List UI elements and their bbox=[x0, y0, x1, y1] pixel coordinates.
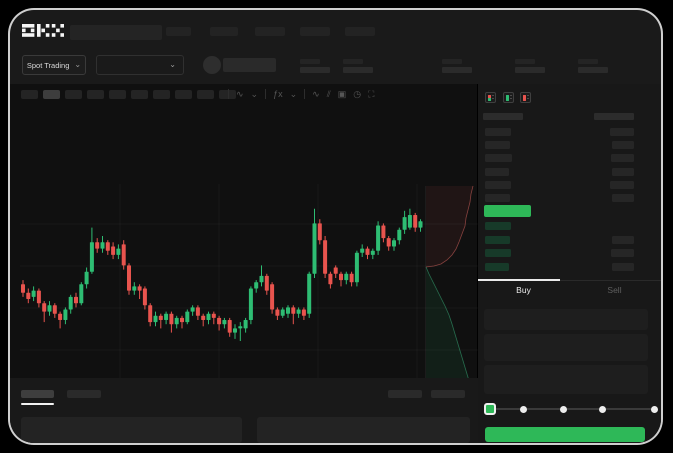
ask-row-amount[interactable] bbox=[612, 141, 634, 150]
order-history-placeholder bbox=[257, 417, 470, 443]
bid-row-amount[interactable] bbox=[612, 263, 634, 272]
ask-row-amount[interactable] bbox=[611, 154, 634, 163]
tab-sell[interactable]: Sell bbox=[607, 285, 622, 295]
timeframe-pill-8[interactable] bbox=[175, 90, 192, 99]
timeframe-pill-5[interactable] bbox=[109, 90, 126, 99]
ticker-stat bbox=[300, 59, 330, 73]
bottom-action-1[interactable] bbox=[388, 390, 422, 398]
orderbook-mode-all-icon[interactable] bbox=[485, 92, 496, 103]
coin-avatar[interactable] bbox=[203, 56, 221, 74]
amount-input[interactable] bbox=[484, 334, 648, 361]
ask-row-amount[interactable] bbox=[612, 167, 634, 176]
chart-region: ∿ ⌄ ƒx ⌄ ∿ ⫽ ▣ ◷ ⛶ bbox=[10, 84, 478, 439]
timeframe-pill-10[interactable] bbox=[219, 90, 236, 99]
chevron-down-icon[interactable]: ⌄ bbox=[289, 88, 298, 99]
bid-row-price[interactable] bbox=[485, 249, 511, 258]
order-book-panel: Buy Sell bbox=[478, 84, 661, 443]
open-orders-placeholder bbox=[21, 417, 242, 443]
timeframe-pill-3[interactable] bbox=[65, 90, 82, 99]
bid-row-amount[interactable] bbox=[611, 249, 634, 258]
orderbook-mode-asks-icon[interactable] bbox=[520, 92, 531, 103]
pair-name-placeholder bbox=[223, 58, 276, 72]
bid-row-price[interactable] bbox=[485, 222, 511, 230]
ask-row-amount[interactable] bbox=[610, 180, 634, 189]
device-frame: Spot Trading ⌄ ⌄ ∿ ⌄ ƒx ⌄ ∿ ⫽ ▣ ◷ ⛶ Buy bbox=[8, 8, 663, 445]
tab-buy[interactable]: Buy bbox=[516, 285, 531, 295]
ask-row-amount[interactable] bbox=[612, 194, 634, 202]
ask-row-amount[interactable] bbox=[610, 128, 634, 136]
ask-row-price[interactable] bbox=[485, 141, 510, 150]
total-input[interactable] bbox=[484, 365, 648, 394]
toolbar-separator bbox=[304, 89, 306, 99]
orderbook-mode-bids-icon[interactable] bbox=[503, 92, 514, 103]
fx-indicator-icon[interactable]: ƒx bbox=[273, 88, 283, 99]
ticker-stat bbox=[343, 59, 373, 73]
slider-stop-dot[interactable] bbox=[650, 406, 658, 413]
nav-item-5[interactable] bbox=[345, 27, 375, 36]
pair-selector-dropdown[interactable]: ⌄ bbox=[96, 55, 184, 75]
camera-icon[interactable]: ▣ bbox=[337, 88, 347, 99]
market-type-label: Spot Trading bbox=[26, 60, 70, 70]
amount-slider-track[interactable] bbox=[489, 408, 654, 410]
bid-row-amount[interactable] bbox=[612, 235, 634, 244]
ask-row-price[interactable] bbox=[485, 128, 511, 136]
bid-row-price[interactable] bbox=[485, 263, 509, 272]
ticker-stat bbox=[515, 59, 545, 73]
bottom-tab-1[interactable] bbox=[21, 390, 54, 398]
timeframe-pill-4[interactable] bbox=[87, 90, 104, 99]
buy-tab-indicator bbox=[478, 279, 560, 281]
orderbook-amount-header bbox=[594, 113, 634, 120]
ask-row-price[interactable] bbox=[485, 180, 511, 189]
bid-row-price[interactable] bbox=[485, 235, 510, 244]
timeframe-pill-6[interactable] bbox=[131, 90, 148, 99]
toolbar-separator bbox=[265, 89, 267, 99]
toolbar-separator bbox=[228, 89, 229, 99]
header-search-placeholder[interactable] bbox=[70, 25, 162, 40]
tab-divider bbox=[478, 280, 661, 281]
nav-item-1[interactable] bbox=[166, 27, 191, 36]
chart-toolbar: ∿ ⌄ ƒx ⌄ ∿ ⫽ ▣ ◷ ⛶ bbox=[228, 86, 374, 102]
ticker-stat bbox=[578, 59, 608, 73]
history-clock-icon[interactable]: ◷ bbox=[353, 88, 362, 99]
fullscreen-icon[interactable]: ⛶ bbox=[368, 88, 375, 99]
slider-stop-dot[interactable] bbox=[598, 406, 606, 413]
chevron-down-icon[interactable]: ⌄ bbox=[250, 88, 259, 99]
ask-row-price[interactable] bbox=[485, 154, 512, 163]
timeframe-pill-9[interactable] bbox=[197, 90, 214, 99]
market-type-dropdown[interactable]: Spot Trading ⌄ bbox=[22, 55, 86, 75]
last-price-highlight[interactable] bbox=[484, 205, 531, 217]
line-tool-icon[interactable]: ∿ bbox=[312, 88, 320, 99]
slider-stop-dot[interactable] bbox=[559, 406, 567, 413]
ticker-stat bbox=[442, 59, 472, 73]
ask-row-price[interactable] bbox=[485, 194, 510, 202]
slider-stop-dot[interactable] bbox=[519, 406, 527, 413]
bottom-action-2[interactable] bbox=[431, 390, 465, 398]
nav-item-4[interactable] bbox=[300, 27, 330, 36]
buy-submit-button[interactable] bbox=[485, 427, 645, 442]
amount-slider-handle[interactable] bbox=[484, 403, 496, 415]
nav-item-2[interactable] bbox=[210, 27, 238, 36]
okx-logo bbox=[22, 24, 64, 37]
indicator-zigzag-icon[interactable]: ∿ bbox=[236, 88, 244, 99]
timeframe-pill-1[interactable] bbox=[21, 90, 38, 99]
bottom-tab-2[interactable] bbox=[67, 390, 101, 398]
price-input[interactable] bbox=[484, 309, 648, 330]
orderbook-price-header bbox=[483, 113, 523, 120]
nav-item-3[interactable] bbox=[255, 27, 285, 36]
drawing-tool-icon[interactable]: ⫽ bbox=[326, 88, 331, 99]
timeframe-pill-2[interactable] bbox=[43, 90, 60, 99]
ask-row-price[interactable] bbox=[485, 167, 509, 176]
bottom-panel bbox=[10, 378, 478, 443]
timeframe-pill-7[interactable] bbox=[153, 90, 170, 99]
active-tab-indicator bbox=[21, 403, 54, 405]
